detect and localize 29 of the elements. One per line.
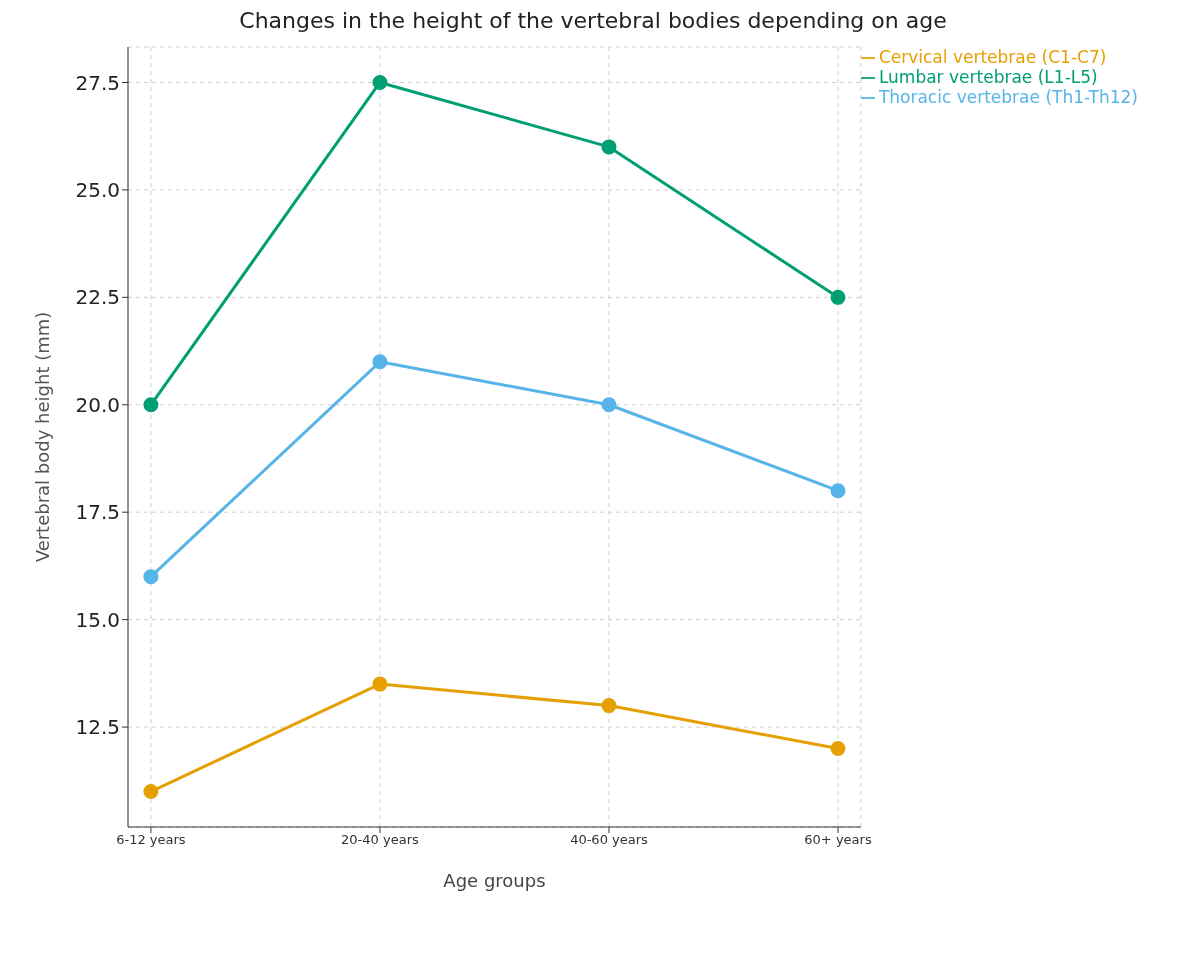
x-tick-label: 20-40 years xyxy=(341,832,419,848)
x-tick-label: 60+ years xyxy=(804,832,872,848)
y-tick-label: 15.0 xyxy=(75,607,120,632)
point xyxy=(143,784,159,800)
legend-label: Thoracic vertebrae (Th1-Th12) xyxy=(878,87,1138,107)
x-axis-title: Age groups xyxy=(443,870,546,891)
y-tick-label: 12.5 xyxy=(75,715,120,740)
point xyxy=(372,676,388,692)
y-tick-label: 25.0 xyxy=(75,177,120,202)
point xyxy=(830,741,846,757)
point xyxy=(601,698,617,714)
point xyxy=(143,569,159,585)
chart-title: Changes in the height of the vertebral bodies depending on age xyxy=(238,8,948,33)
point xyxy=(830,483,846,499)
y-tick-label: 20.0 xyxy=(75,392,120,417)
x-tick-label: 40-60 years xyxy=(570,832,649,848)
y-tick-label: 22.5 xyxy=(75,285,120,310)
point xyxy=(601,397,617,413)
point xyxy=(372,74,388,90)
point xyxy=(372,354,388,370)
x-tick-label: 6-12 years xyxy=(116,832,186,848)
point xyxy=(143,397,159,413)
point xyxy=(830,289,846,305)
legend-label: Cervical vertebrae (C1-C7) xyxy=(878,47,1107,67)
legend-label: Lumbar vertebrae (L1-L5) xyxy=(878,67,1098,87)
point xyxy=(601,139,617,155)
y-tick-label: 17.5 xyxy=(75,500,120,525)
y-axis-title: Vertebral body height (mm) xyxy=(32,311,54,563)
y-tick-label: 27.5 xyxy=(75,70,120,95)
